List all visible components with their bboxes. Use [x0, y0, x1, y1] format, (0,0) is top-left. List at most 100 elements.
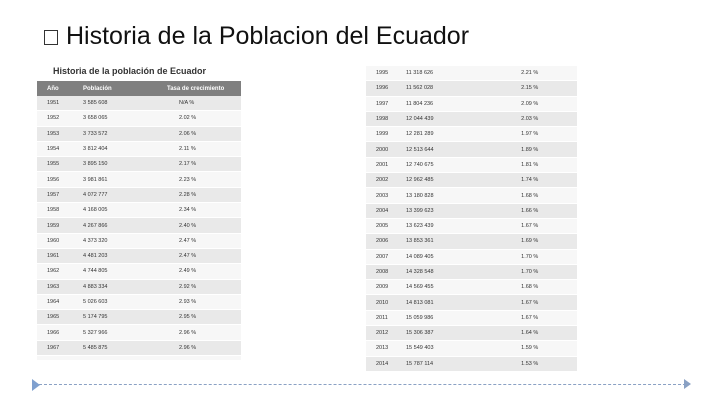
cell-year: 1995 — [376, 70, 389, 77]
cell-year: 2014 — [376, 360, 389, 367]
header-population: Población — [83, 85, 112, 92]
cell-growth-rate: 2.02 % — [179, 115, 197, 122]
table-row: 1998 12 044 439 2.03 % — [366, 111, 577, 128]
cell-year: 1954 — [47, 146, 60, 153]
cell-population: 12 281 289 — [406, 131, 434, 138]
table-row: 1995 11 318 626 2.21 % — [366, 66, 577, 82]
cell-growth-rate: 2.28 % — [179, 191, 197, 198]
cell-year: 1997 — [376, 100, 389, 107]
cell-year: 2013 — [376, 345, 389, 352]
footer-divider — [34, 384, 686, 385]
population-table-right: 1995 11 318 626 2.21 % 1996 11 562 028 2.15 %… — [366, 66, 577, 372]
cell-population: 11 562 028 — [406, 85, 434, 92]
cell-population: 3 585 608 — [83, 100, 108, 107]
table-caption: Historia de la población de Ecuador — [37, 64, 241, 81]
table-row: 1960 4 373 320 2.47 % — [37, 233, 241, 249]
table-row: 2006 13 853 361 1.69 % — [366, 234, 577, 250]
cell-growth-rate: 1.66 % — [521, 207, 539, 214]
cell-growth-rate: 1.97 % — [521, 131, 539, 138]
cell-year: 1996 — [376, 85, 389, 92]
cell-year: 1965 — [47, 314, 60, 321]
cell-growth-rate: 2.95 % — [179, 314, 197, 321]
cell-growth-rate: 2.09 % — [521, 100, 539, 107]
cell-growth-rate: 1.59 % — [521, 345, 539, 352]
cell-year: 1967 — [47, 344, 60, 351]
cell-population: 3 895 150 — [83, 161, 108, 168]
table-row: 1951 3 585 608 N/A % — [37, 96, 241, 112]
cell-year: 1966 — [47, 329, 60, 336]
cell-growth-rate: 2.23 % — [179, 176, 197, 183]
table-row: 2012 15 306 387 1.64 % — [366, 326, 577, 342]
divider-end-icon — [684, 379, 691, 389]
cell-population: 12 044 439 — [406, 116, 434, 123]
cell-year: 2005 — [376, 223, 389, 230]
cell-growth-rate: 2.15 % — [521, 85, 539, 92]
table-row: 2000 12 513 644 1.89 % — [366, 142, 577, 158]
cell-growth-rate: 2.47 % — [179, 237, 197, 244]
cell-growth-rate: 2.03 % — [521, 116, 539, 123]
cell-year: 2000 — [376, 146, 389, 153]
cell-population: 12 513 644 — [406, 146, 434, 153]
cell-growth-rate: 1.67 % — [521, 223, 539, 230]
cell-growth-rate: 1.69 % — [521, 238, 539, 245]
cell-year: 2009 — [376, 284, 389, 291]
table-row: 19685 648 4632.96 % — [37, 356, 241, 360]
cell-population: 15 787 114 — [406, 360, 434, 367]
table-row: 2008 14 328 548 1.70 % — [366, 264, 577, 281]
table-row: 2011 15 059 986 1.67 % — [366, 310, 577, 327]
cell-year: 1963 — [47, 283, 60, 290]
cell-population: 3 733 572 — [83, 130, 108, 137]
header-year: Año — [47, 85, 59, 92]
cell-population: 4 373 320 — [83, 237, 108, 244]
table-row: 1956 3 981 861 2.23 % — [37, 172, 241, 188]
cell-population: 4 883 334 — [83, 283, 108, 290]
cell-growth-rate: 1.64 % — [521, 330, 539, 337]
cell-population: 11 318 626 — [406, 70, 434, 77]
cell-population: 5 327 966 — [83, 329, 108, 336]
cell-year: 1951 — [47, 100, 60, 107]
cell-population: 14 813 081 — [406, 299, 434, 306]
cell-population: 14 569 455 — [406, 284, 434, 291]
cell-population: 13 623 439 — [406, 223, 434, 230]
table-row: 2010 14 813 081 1.67 % — [366, 295, 577, 311]
table-row: 1959 4 267 866 2.40 % — [37, 218, 241, 234]
cell-growth-rate: 2.40 % — [179, 222, 197, 229]
table-row: 2004 13 399 623 1.66 % — [366, 203, 577, 219]
cell-growth-rate: 2.92 % — [179, 283, 197, 290]
cell-growth-rate: 2.47 % — [179, 253, 197, 260]
table-row: 2002 12 962 485 1.74 % — [366, 173, 577, 189]
cell-population: 3 812 404 — [83, 146, 108, 153]
cell-year: 1952 — [47, 115, 60, 122]
cell-year: 1999 — [376, 131, 389, 138]
header-growth-rate: Tasa de crecimiento — [167, 85, 225, 92]
cell-growth-rate: 2.17 % — [179, 161, 197, 168]
table-row: 1999 12 281 289 1.97 % — [366, 127, 577, 143]
cell-year: 2002 — [376, 177, 389, 184]
cell-population: 4 267 866 — [83, 222, 108, 229]
cell-growth-rate: 2.34 % — [179, 207, 197, 214]
cell-population: 5 174 795 — [83, 314, 108, 321]
cell-growth-rate: N/A % — [179, 100, 195, 107]
population-table-left: Historia de la población de Ecuador Año … — [37, 64, 241, 360]
cell-growth-rate: 1.70 % — [521, 269, 539, 275]
cell-year: 2003 — [376, 192, 389, 199]
cell-population: 14 089 405 — [406, 253, 434, 260]
cell-year: 1953 — [47, 130, 60, 137]
table-row: 1957 4 072 777 2.28 % — [37, 187, 241, 204]
cell-population: 4 481 203 — [83, 253, 108, 260]
cell-population: 13 180 828 — [406, 192, 434, 199]
cell-growth-rate: 1.67 % — [521, 314, 539, 321]
table-row: 1961 4 481 203 2.47 % — [37, 248, 241, 265]
cell-population: 12 962 485 — [406, 177, 434, 184]
table-body: 1995 11 318 626 2.21 % 1996 11 562 028 2.15 %… — [366, 66, 577, 372]
cell-year: 1955 — [47, 161, 60, 168]
table-row: 1964 5 026 603 2.93 % — [37, 294, 241, 311]
cell-population: 3 658 065 — [83, 115, 108, 122]
cell-growth-rate: 1.67 % — [521, 299, 539, 306]
cell-growth-rate: 1.68 % — [521, 192, 539, 199]
arrow-right-icon — [32, 379, 40, 391]
table-row: 1952 3 658 065 2.02 % — [37, 111, 241, 127]
cell-growth-rate: 2.96 % — [179, 329, 197, 336]
cell-population: 12 740 675 — [406, 161, 434, 168]
table-row: 2009 14 569 455 1.68 % — [366, 280, 577, 296]
